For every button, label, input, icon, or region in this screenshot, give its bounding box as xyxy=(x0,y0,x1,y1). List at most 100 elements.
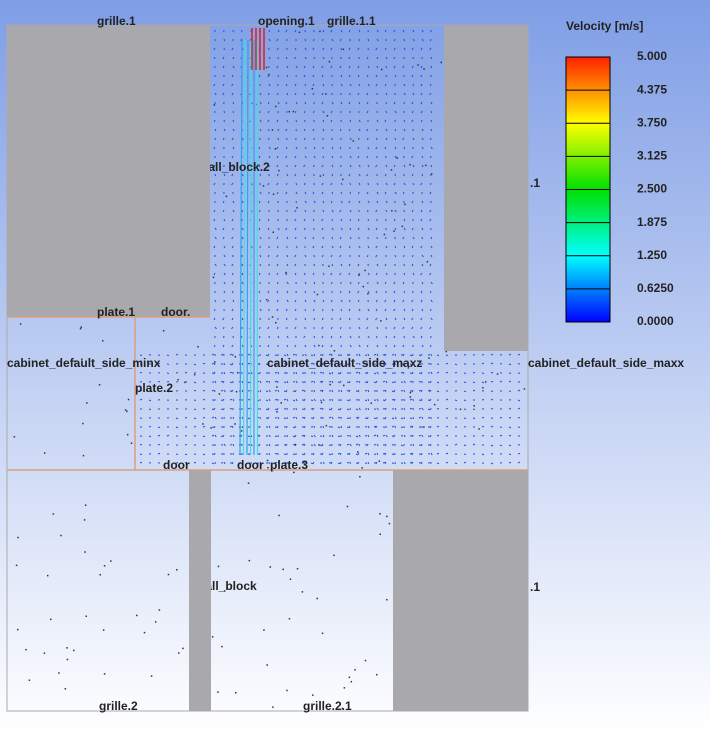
vector xyxy=(211,434,215,437)
vector xyxy=(162,329,165,332)
vector xyxy=(382,417,386,420)
legend-tick-label: 1.250 xyxy=(637,248,667,262)
vector xyxy=(394,218,396,222)
vector xyxy=(393,326,396,330)
vector xyxy=(393,344,396,348)
label: cabinet_default_side_maxx xyxy=(528,356,684,370)
vector xyxy=(373,372,377,375)
vector xyxy=(355,435,359,438)
vector xyxy=(313,344,316,348)
vector xyxy=(358,182,361,186)
vector xyxy=(289,578,292,580)
vector xyxy=(364,381,368,384)
vector xyxy=(214,173,217,177)
vector xyxy=(322,434,325,438)
vector xyxy=(400,444,404,447)
vector xyxy=(339,335,342,339)
vector xyxy=(274,148,277,150)
vector xyxy=(385,434,388,438)
vector xyxy=(166,434,170,437)
vector xyxy=(222,326,225,330)
vector xyxy=(220,389,224,392)
vector xyxy=(337,462,341,465)
vector xyxy=(274,435,278,438)
vector xyxy=(403,182,406,186)
vector xyxy=(382,389,386,392)
vector xyxy=(331,245,334,249)
vector xyxy=(312,272,315,276)
vector xyxy=(384,389,387,393)
vector xyxy=(267,200,270,204)
vector xyxy=(231,92,234,96)
vector xyxy=(294,218,297,222)
vector xyxy=(312,92,315,96)
vector xyxy=(280,402,283,404)
vector xyxy=(330,65,333,69)
vector xyxy=(184,461,188,464)
vector xyxy=(241,173,244,177)
vector xyxy=(463,372,467,375)
vector xyxy=(184,443,188,446)
vector xyxy=(277,29,280,33)
label: plate.2 xyxy=(135,381,173,395)
vector xyxy=(385,164,388,168)
vector xyxy=(373,353,377,356)
vector xyxy=(329,383,331,386)
vector xyxy=(366,155,369,159)
vector xyxy=(283,417,287,419)
vector xyxy=(376,56,379,60)
vector xyxy=(28,679,31,681)
vector xyxy=(274,461,278,464)
vector xyxy=(231,389,234,393)
vector xyxy=(322,200,325,204)
vector xyxy=(268,73,270,76)
vector xyxy=(366,101,369,105)
vector xyxy=(400,371,404,374)
vector xyxy=(340,47,343,51)
vector xyxy=(86,402,88,404)
vector xyxy=(394,110,397,114)
vector xyxy=(429,263,432,267)
vector xyxy=(268,425,271,429)
vector xyxy=(330,119,333,123)
vector xyxy=(321,38,324,42)
vector xyxy=(403,218,406,222)
vector xyxy=(348,290,351,294)
jet xyxy=(239,39,243,456)
vector xyxy=(268,443,271,447)
vector xyxy=(286,74,289,78)
vector xyxy=(321,164,324,168)
vector xyxy=(298,31,301,34)
vector xyxy=(318,344,320,347)
vector xyxy=(348,200,351,204)
vector xyxy=(223,254,226,258)
vector xyxy=(385,182,388,186)
jet xyxy=(246,39,249,456)
vector xyxy=(420,92,423,96)
vector xyxy=(346,408,350,411)
vector xyxy=(225,195,228,198)
vector xyxy=(276,272,279,276)
vector xyxy=(231,290,234,294)
vector xyxy=(267,416,270,420)
vector xyxy=(328,453,332,456)
vector xyxy=(490,371,494,374)
vector xyxy=(328,353,332,356)
vector xyxy=(312,191,315,195)
vector xyxy=(241,416,244,420)
vector xyxy=(420,461,423,465)
vector xyxy=(358,362,361,366)
vector xyxy=(304,155,307,159)
vector xyxy=(376,200,379,204)
vector xyxy=(412,38,415,42)
vector xyxy=(409,425,413,428)
vector xyxy=(322,461,325,465)
vector xyxy=(481,372,485,375)
vector xyxy=(429,83,432,87)
wall-block xyxy=(444,25,528,351)
vector xyxy=(339,371,342,375)
vector xyxy=(411,173,414,177)
vector xyxy=(402,281,405,285)
vector xyxy=(411,74,414,78)
vector xyxy=(402,65,405,69)
